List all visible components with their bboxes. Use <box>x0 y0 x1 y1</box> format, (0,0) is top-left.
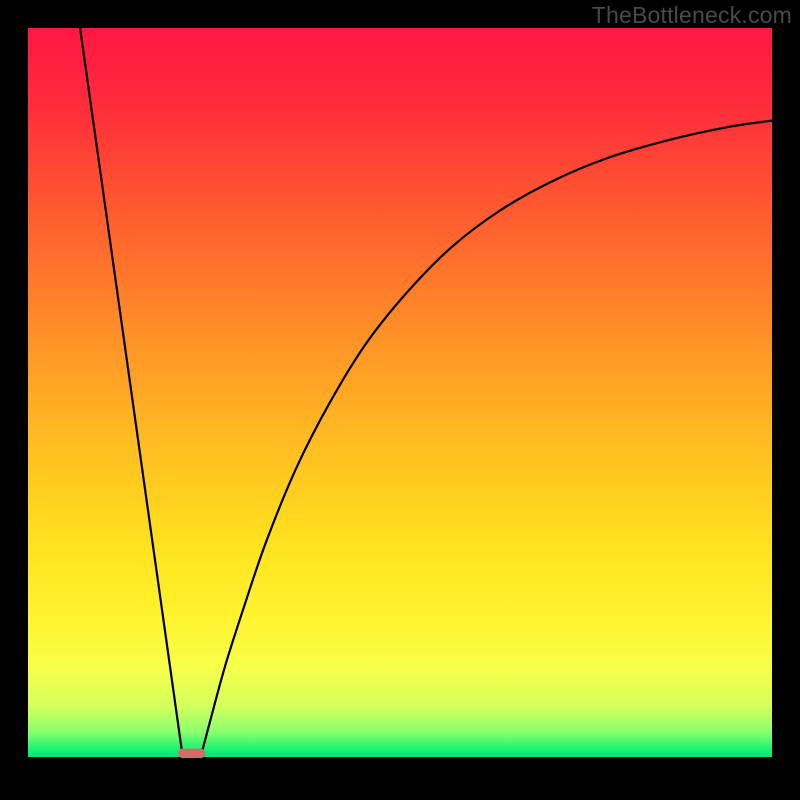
bottleneck-chart <box>0 0 800 800</box>
chart-container: TheBottleneck.com <box>0 0 800 800</box>
plot-background-gradient <box>28 28 772 757</box>
minimum-marker <box>178 749 205 758</box>
watermark-text: TheBottleneck.com <box>592 2 792 29</box>
